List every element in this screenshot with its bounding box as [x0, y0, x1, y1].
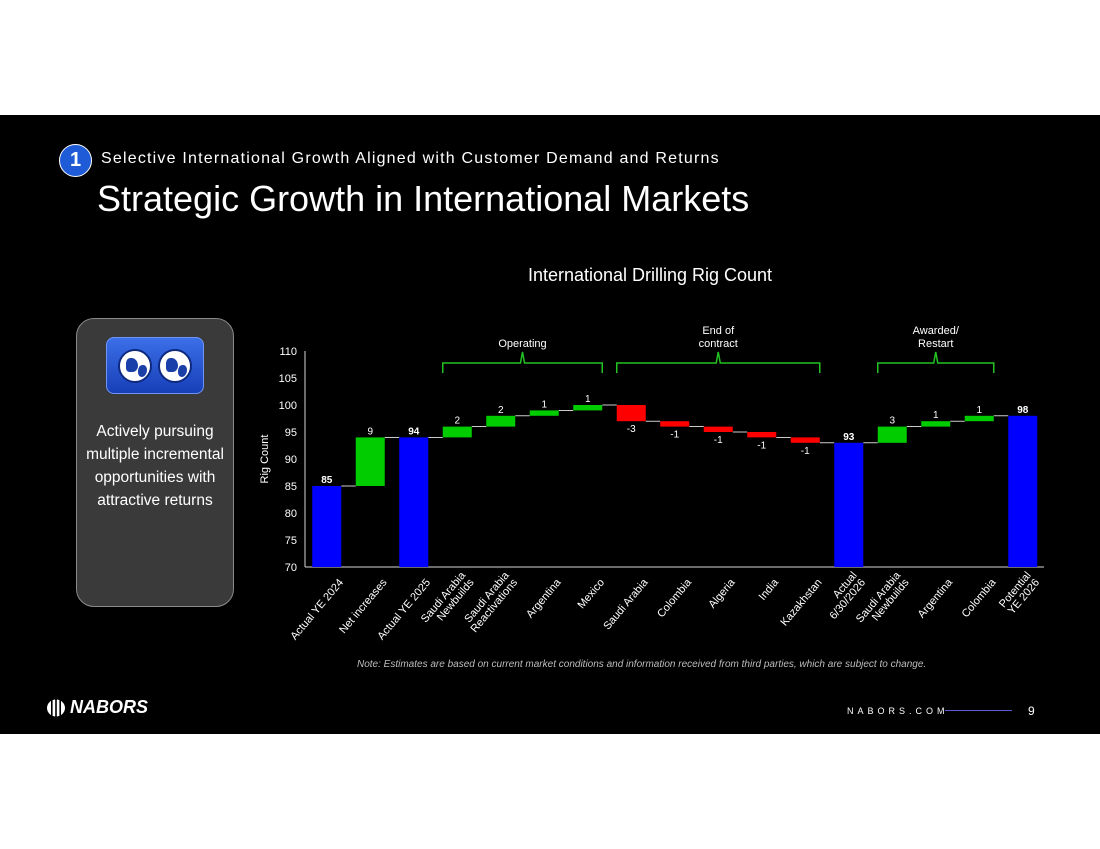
x-tick-label: Colombia	[960, 576, 1000, 620]
footnote: Note: Estimates are based on current mar…	[357, 659, 927, 670]
opportunity-card-text: Actively pursuing multiple incremental o…	[86, 423, 224, 509]
y-tick-label: 90	[285, 454, 297, 466]
globe-icon	[106, 337, 204, 394]
group-label: contract	[699, 338, 738, 350]
x-tick-label: Saudi ArabiaNewbuilds	[854, 569, 912, 632]
globe-americas-icon	[118, 348, 152, 383]
bar-increase	[529, 410, 559, 416]
bar-total	[1008, 415, 1038, 567]
data-label: -1	[757, 440, 766, 451]
bar-total	[312, 486, 342, 567]
x-tick-label: PotentialYE 2026	[997, 570, 1042, 618]
group-bracket	[442, 351, 603, 373]
x-tick-label-line: Colombia	[655, 576, 695, 620]
data-label: -3	[627, 424, 636, 435]
x-tick-label: Mexico	[576, 577, 608, 611]
data-label: 2	[498, 405, 504, 416]
section-title: Selective International Growth Aligned w…	[101, 150, 720, 167]
x-tick-label-line: Colombia	[960, 576, 1000, 620]
data-label: 85	[321, 475, 333, 486]
bar-increase	[486, 415, 516, 427]
bar-increase	[877, 426, 907, 443]
x-tick-label-line: Argentina	[524, 576, 564, 620]
bar-decrease	[660, 421, 690, 427]
data-label: 2	[454, 416, 460, 427]
x-tick-label: Actual YE 2024	[288, 577, 346, 643]
x-tick-label: Algeria	[706, 576, 738, 611]
data-label: -1	[801, 446, 810, 457]
data-label: 1	[933, 410, 939, 421]
group-label: Awarded/	[913, 325, 960, 337]
group-label: Operating	[498, 338, 546, 350]
x-tick-label-line: India	[757, 576, 782, 603]
group-bracket	[877, 351, 995, 373]
y-tick-label: 105	[279, 373, 297, 385]
bar-total	[399, 437, 429, 567]
section-number-badge: 1	[59, 144, 92, 177]
nabors-logo: NABORS	[46, 697, 148, 718]
bar-decrease	[703, 426, 733, 432]
bar-increase	[442, 426, 472, 438]
data-label: 1	[541, 399, 547, 410]
x-tick-label-line: Argentina	[916, 576, 956, 620]
bar-total	[834, 442, 864, 567]
x-tick-label-line: Kazakhstan	[778, 577, 824, 629]
x-tick-label: Colombia	[655, 576, 695, 620]
y-tick-label: 100	[279, 400, 297, 412]
bar-increase	[964, 415, 994, 422]
group-label: End of	[702, 325, 735, 337]
nabors-logo-text: NABORS	[70, 697, 149, 717]
data-label: 93	[843, 432, 855, 443]
nabors-logo-mark-icon	[47, 698, 65, 717]
bar-increase	[573, 405, 603, 411]
data-label: 94	[408, 426, 420, 437]
data-label: 9	[367, 426, 373, 437]
x-tick-label-line: Saudi Arabia	[601, 576, 651, 632]
group-bracket	[616, 351, 821, 373]
data-label: -1	[714, 435, 723, 446]
y-tick-label: 80	[285, 508, 297, 520]
footer-url[interactable]: NABORS.COM	[847, 706, 949, 716]
globe-africa-icon	[158, 348, 192, 383]
x-tick-label: Argentina	[916, 576, 956, 620]
bar-decrease	[747, 432, 777, 438]
data-label: 1	[976, 405, 982, 416]
y-tick-label: 110	[279, 346, 297, 358]
chart-title: International Drilling Rig Count	[527, 265, 773, 285]
page-title: Strategic Growth in International Market…	[97, 178, 750, 219]
bar-decrease	[616, 405, 646, 422]
x-tick-label: Kazakhstan	[778, 577, 824, 629]
bar-increase	[921, 421, 951, 427]
y-tick-label: 95	[285, 427, 297, 439]
data-label: -1	[670, 430, 679, 441]
y-axis-label: Rig Count	[259, 435, 271, 484]
bar-decrease	[790, 437, 820, 443]
y-tick-label: 75	[285, 535, 297, 547]
data-label: 3	[889, 416, 895, 427]
x-tick-label: Saudi Arabia	[601, 576, 651, 632]
x-tick-label: India	[757, 576, 782, 603]
x-tick-label-line: Mexico	[576, 577, 608, 611]
footer-divider	[945, 710, 1012, 711]
x-tick-label-line: Algeria	[706, 576, 738, 611]
group-label: Restart	[918, 338, 953, 350]
data-label: 98	[1017, 405, 1029, 416]
bar-increase	[355, 437, 385, 486]
x-tick-label-line: Actual YE 2024	[288, 577, 346, 643]
data-label: 1	[585, 394, 591, 405]
x-tick-label: Argentina	[524, 576, 564, 620]
y-tick-label: 85	[285, 481, 297, 493]
page-number: 9	[1028, 704, 1035, 718]
y-tick-label: 70	[285, 562, 297, 574]
